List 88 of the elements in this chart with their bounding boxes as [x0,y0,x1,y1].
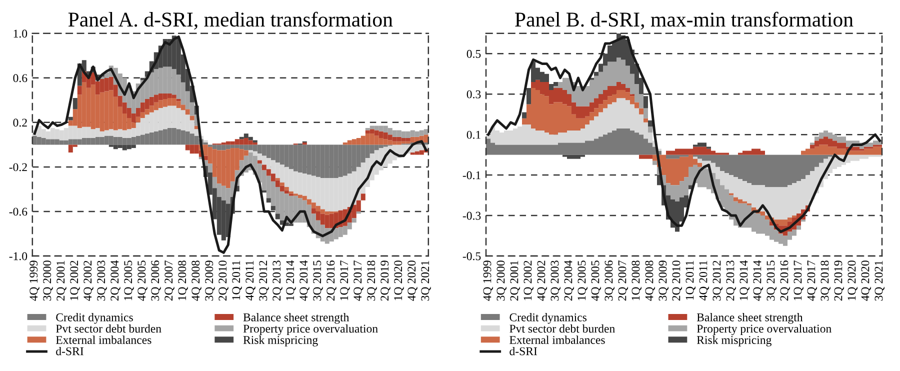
legend-label: Property price overvaluation [696,324,832,336]
x-tick-label: 3Q 2015 [313,260,323,301]
x-tick-label: 2Q 2001 [56,260,66,301]
x-tick-label: 3Q 2015 [766,260,777,301]
legend-label: Pvt sector debt burden [510,324,615,333]
x-tick-label: 4Q 1999 [30,260,40,301]
y-tick-label: 0.2 [13,118,27,127]
y-tick-label: -0.6 [9,208,28,216]
x-tick-label: 3Q 2003 [550,260,561,301]
x-tick-label: 3Q 2012 [712,260,723,301]
x-tick-label: 1Q 2011 [686,260,696,300]
x-tick-label: 2Q 2010 [218,260,228,301]
x-tick-label: 2Q 2010 [672,260,682,301]
y-tick-label: -0.2 [9,163,27,172]
x-tick-label: 3Q 2021 [421,260,431,301]
x-tick-label: 3Q 2012 [259,260,269,301]
x-tick-label: 3Q 2003 [97,260,107,301]
x-tick-label: 2Q 2007 [164,260,174,301]
x-tick-label: 4Q 2002 [84,260,94,301]
legend-label: Risk mispricing [696,336,772,346]
x-tick-label: 4Q 2002 [537,260,548,301]
x-tick-label: 2Q 2013 [726,260,736,301]
y-tick-label: 1.0 [14,30,28,38]
y-tick-label: -0.5 [462,252,481,260]
y-tick-label: 0.1 [466,130,480,139]
legend-label: d-SRI [56,346,84,356]
y-tick-label: 0.5 [466,50,481,58]
x-tick-label: 4Q 2014 [753,260,764,301]
x-tick-label: 4Q 1999 [483,260,494,301]
x-tick-label: 1Q 2017 [340,260,350,300]
x-tick-label: 1Q 2014 [740,260,750,300]
x-tick-label: 3Q 2018 [367,260,377,301]
y-tick-label: -0.3 [462,212,481,220]
x-tick-label: 4Q 2020 [861,260,872,301]
y-tick-label: 0.3 [466,90,481,98]
x-tick-label: 3Q 2000 [496,260,507,301]
x-tick-label: 1Q 2011 [232,260,242,300]
x-tick-label: 1Q 2020 [394,260,404,300]
x-tick-label: 2Q 2004 [110,260,120,301]
legend-label: Credit dynamics [510,313,587,324]
x-tick-label: 4Q 2017 [354,260,364,301]
x-tick-label: 2Q 2019 [380,260,390,301]
x-tick-label: 3Q 2009 [658,260,669,301]
x-tick-label: 1Q 2020 [848,260,858,300]
x-tick-label: 1Q 2008 [632,260,642,300]
x-tick-label: 3Q 2021 [874,260,885,301]
legend-label: External imbalances [510,336,605,344]
x-tick-label: 2Q 2013 [272,260,282,301]
chart-title: Panel A. d-SRI, median transformation [68,12,393,30]
x-tick-label: 2Q 2004 [564,260,574,301]
chart-title: Panel B. d-SRI, max-min transformation [515,12,854,30]
x-tick-label: 4Q 2020 [408,260,418,301]
y-tick-label: -0.1 [462,171,480,180]
legend-label: Credit dynamics [56,313,133,324]
x-tick-label: 4Q 2005 [138,260,148,301]
x-tick-label: 2Q 2016 [326,260,336,301]
x-tick-label: 4Q 2008 [645,260,656,301]
x-tick-label: 3Q 2009 [205,260,215,301]
x-tick-label: 1Q 2017 [794,260,804,300]
x-tick-label: 3Q 2006 [151,260,161,301]
x-tick-label: 1Q 2005 [124,260,134,300]
x-tick-label: 2Q 2007 [618,260,628,301]
x-tick-label: 1Q 2014 [286,260,296,300]
legend-label: External imbalances [56,336,152,344]
x-tick-label: 1Q 2005 [578,260,588,300]
x-tick-label: 4Q 2008 [192,260,202,301]
x-tick-label: 2Q 2001 [510,260,520,301]
x-tick-label: 1Q 2002 [70,260,80,300]
x-tick-label: 1Q 2008 [178,260,188,300]
legend-label: d-SRI [510,346,538,356]
x-tick-label: 1Q 2002 [524,260,534,300]
legend-label: Balance sheet strength [243,313,350,324]
legend-label: Balance sheet strength [696,313,803,324]
legend-label: Risk mispricing [243,336,318,346]
x-tick-label: 4Q 2011 [246,260,256,300]
x-tick-label: 2Q 2019 [834,260,844,301]
legend-label: Pvt sector debt burden [56,324,162,333]
x-tick-label: 4Q 2011 [699,260,710,300]
x-tick-label: 2Q 2016 [780,260,790,301]
y-tick-label: 0.6 [13,74,28,82]
x-tick-label: 3Q 2018 [820,260,831,301]
x-tick-label: 4Q 2017 [807,260,818,301]
x-tick-label: 3Q 2000 [43,260,53,301]
x-tick-label: 4Q 2005 [591,260,602,301]
legend-label: Property price overvaluation [243,324,378,336]
x-tick-label: 4Q 2014 [300,260,310,301]
y-tick-label: -1.0 [9,252,28,260]
x-tick-label: 3Q 2006 [604,260,615,301]
